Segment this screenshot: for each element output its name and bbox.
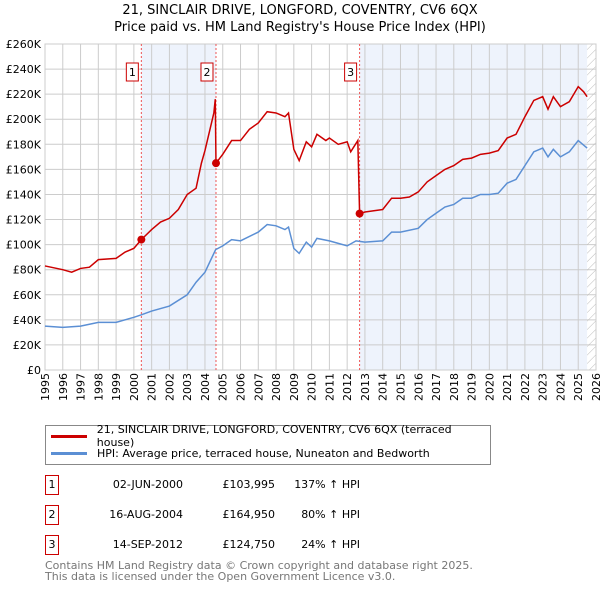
legend-label: HPI: Average price, terraced house, Nune… <box>97 446 430 460</box>
y-tick-label: £200K <box>6 113 42 126</box>
y-tick-label: £260K <box>6 38 42 51</box>
footer-line: This data is licensed under the Open Gov… <box>45 570 396 583</box>
series-line <box>44 85 588 273</box>
x-tick-label: 1998 <box>92 373 105 401</box>
series-line <box>44 139 588 329</box>
chart-subtitle: Price paid vs. HM Land Registry's House … <box>114 20 486 35</box>
x-tick-label: 2020 <box>483 373 496 401</box>
legend-swatch <box>51 451 87 455</box>
x-tick-label: 1996 <box>57 373 70 401</box>
x-tick-label: 2015 <box>394 373 407 401</box>
future-hatch <box>587 44 596 370</box>
sale-row: 3 14-SEP-2012 £124,750 24% ↑ HPI <box>45 535 445 555</box>
x-tick-label: 2010 <box>306 373 319 401</box>
sale-date: 02-JUN-2000 <box>112 478 183 491</box>
x-tick-label: 2023 <box>537 373 550 401</box>
sale-point <box>211 159 220 168</box>
x-tick-label: 2021 <box>501 373 514 401</box>
y-tick-label: £240K <box>6 63 42 76</box>
sale-label: 1 <box>129 66 136 79</box>
x-tick-label: 2011 <box>323 373 336 401</box>
chart-title: 21, SINCLAIR DRIVE, LONGFORD, COVENTRY, … <box>122 3 478 18</box>
x-tick-label: 2009 <box>288 373 301 401</box>
x-tick-label: 2016 <box>412 373 425 401</box>
x-tick-label: 2017 <box>430 373 443 401</box>
sale-label-box <box>125 62 139 82</box>
sale-label: 2 <box>203 66 210 79</box>
sale-row: 2 16-AUG-2004 £164,950 80% ↑ HPI <box>45 505 445 525</box>
shaded-period <box>359 44 588 370</box>
y-tick-label: £20K <box>13 339 42 352</box>
footer-line: Contains HM Land Registry data © Crown c… <box>45 559 473 572</box>
legend-item-property: 21, SINCLAIR DRIVE, LONGFORD, COVENTRY, … <box>46 423 490 449</box>
x-tick-label: 2006 <box>235 373 248 401</box>
legend-item-hpi: HPI: Average price, terraced house, Nune… <box>46 445 430 461</box>
sale-number: 3 <box>45 535 59 555</box>
x-tick-label: 2001 <box>146 373 159 401</box>
sale-hpi-diff: 24% ↑ HPI <box>301 538 360 551</box>
x-tick-label: 2004 <box>199 373 212 401</box>
sale-hpi-diff: 80% ↑ HPI <box>301 508 360 521</box>
x-tick-label: 2007 <box>252 373 265 401</box>
x-tick-label: 1999 <box>110 373 123 401</box>
x-tick-label: 2008 <box>270 373 283 401</box>
y-tick-label: £40K <box>13 314 42 327</box>
x-tick-label: 2014 <box>377 373 390 401</box>
x-tick-label: 2019 <box>466 373 479 401</box>
y-tick-label: £180K <box>6 138 42 151</box>
x-tick-label: 2013 <box>359 373 372 401</box>
x-tick-label: 2022 <box>519 373 532 401</box>
sale-label-box <box>344 62 358 82</box>
y-tick-label: £140K <box>6 188 42 201</box>
x-tick-label: 2012 <box>341 373 354 401</box>
x-tick-label: 2025 <box>572 373 585 401</box>
legend-label: 21, SINCLAIR DRIVE, LONGFORD, COVENTRY, … <box>96 423 452 449</box>
x-tick-label: 2002 <box>163 373 176 401</box>
shaded-period <box>141 44 216 370</box>
x-tick-label: 2000 <box>128 373 141 401</box>
legend-swatch <box>51 434 87 438</box>
sale-date: 16-AUG-2004 <box>109 508 183 521</box>
sale-label-box <box>200 62 214 82</box>
x-tick-label: 2024 <box>554 373 567 401</box>
y-tick-label: £100K <box>6 239 42 252</box>
sale-price: £164,950 <box>222 508 276 521</box>
sale-point <box>137 235 146 244</box>
x-tick-label: 2003 <box>181 373 194 401</box>
y-tick-label: £160K <box>6 163 42 176</box>
y-tick-label: £80K <box>13 264 42 277</box>
sale-point <box>355 209 364 218</box>
y-tick-label: £0 <box>27 364 41 377</box>
x-tick-label: 1997 <box>75 373 88 401</box>
x-tick-label: 2005 <box>217 373 230 401</box>
sale-label: 3 <box>347 66 354 79</box>
sale-row: 1 02-JUN-2000 £103,995 137% ↑ HPI <box>45 475 445 495</box>
x-tick-label: 2018 <box>448 373 461 401</box>
y-tick-label: £220K <box>6 88 42 101</box>
y-tick-label: £120K <box>6 214 42 227</box>
sale-price: £124,750 <box>222 538 276 551</box>
sale-date: 14-SEP-2012 <box>112 538 183 551</box>
sale-number: 2 <box>45 505 59 525</box>
x-tick-label: 1995 <box>39 373 52 401</box>
sale-hpi-diff: 137% ↑ HPI <box>294 478 360 491</box>
plot-frame <box>44 43 597 371</box>
x-tick-label: 2026 <box>590 373 600 401</box>
footer: Contains HM Land Registry data © Crown c… <box>45 560 473 582</box>
sale-number: 1 <box>45 475 59 495</box>
chart-plot: 1995 1996 1997 1998 1999 2000 2001 2002 2003 2004… <box>6 38 600 401</box>
sale-price: £103,995 <box>222 478 276 491</box>
legend: 21, SINCLAIR DRIVE, LONGFORD, COVENTRY, … <box>45 423 491 465</box>
y-tick-label: £60K <box>13 289 42 302</box>
